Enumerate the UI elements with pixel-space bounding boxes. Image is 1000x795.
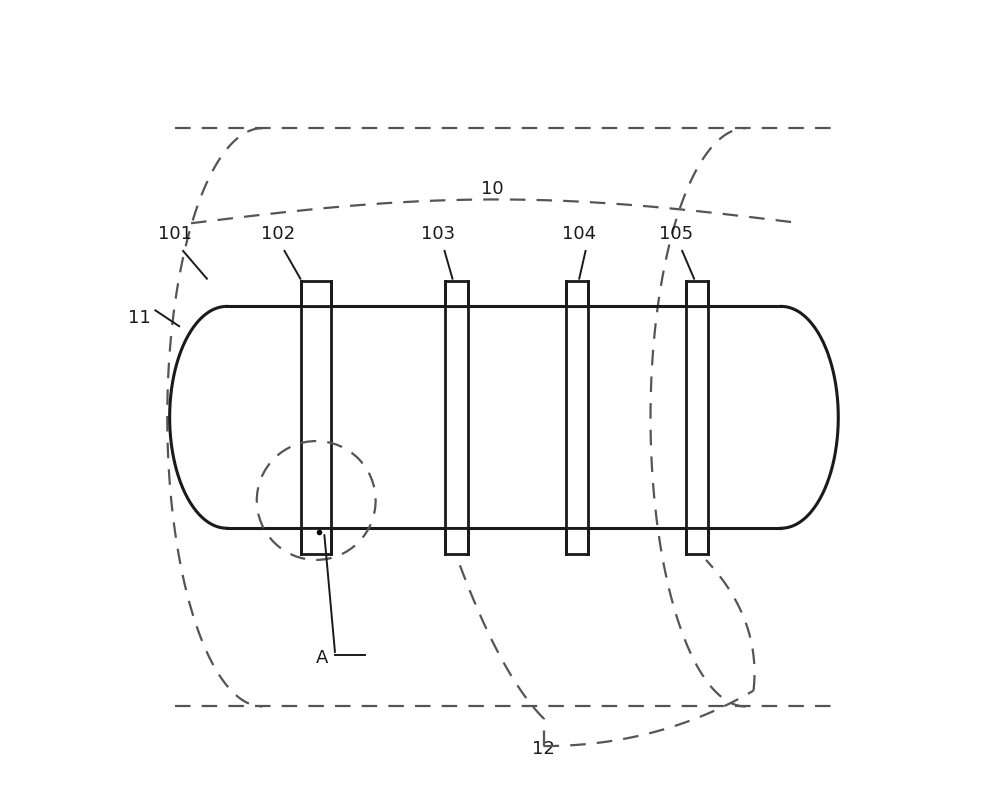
Bar xyxy=(566,281,588,306)
Bar xyxy=(445,528,468,553)
Text: 11: 11 xyxy=(128,309,150,328)
Text: A: A xyxy=(316,649,328,667)
Text: 12: 12 xyxy=(532,740,555,758)
Bar xyxy=(301,281,331,306)
Text: 105: 105 xyxy=(659,225,693,243)
Bar xyxy=(301,528,331,553)
Bar xyxy=(445,281,468,306)
Text: 10: 10 xyxy=(481,180,503,198)
Text: 102: 102 xyxy=(261,225,295,243)
Bar xyxy=(686,281,708,306)
Bar xyxy=(566,528,588,553)
Text: 104: 104 xyxy=(562,225,596,243)
Text: 101: 101 xyxy=(158,225,192,243)
Bar xyxy=(686,528,708,553)
Text: 103: 103 xyxy=(421,225,455,243)
